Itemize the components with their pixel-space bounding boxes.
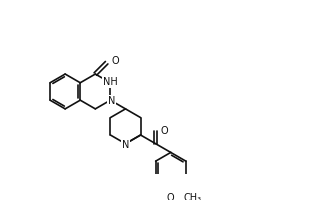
Text: CH₃: CH₃ xyxy=(184,193,202,200)
Text: O: O xyxy=(160,126,168,136)
Text: O: O xyxy=(111,56,119,66)
Text: N: N xyxy=(108,96,115,106)
Text: NH: NH xyxy=(103,77,118,87)
Text: N: N xyxy=(122,140,129,150)
Text: O: O xyxy=(167,193,175,200)
